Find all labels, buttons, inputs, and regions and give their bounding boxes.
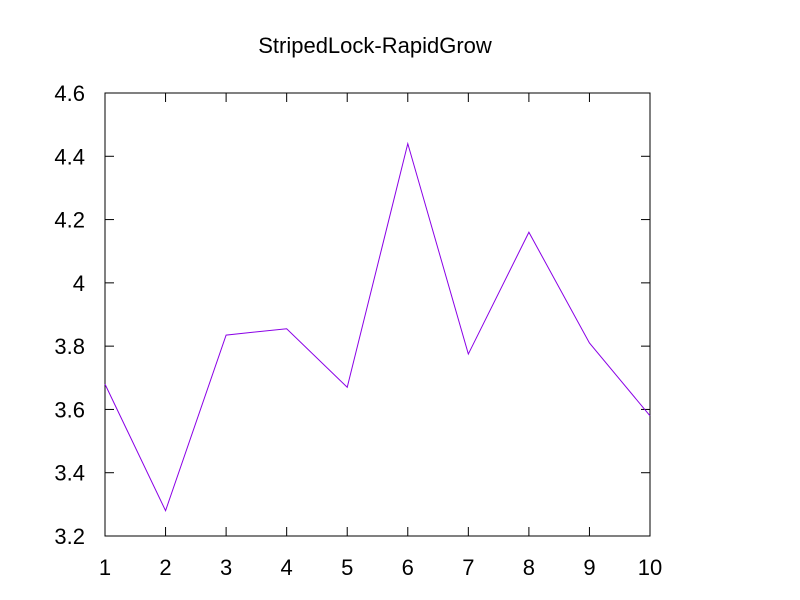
y-tick-label: 3.6	[54, 397, 85, 422]
x-axis: 1 2 3 4 5 6 7 8 9 10	[99, 93, 662, 580]
x-tick-label: 4	[281, 555, 293, 580]
y-tick-label: 4.6	[54, 81, 85, 106]
y-tick-label: 3.8	[54, 334, 85, 359]
x-tick-label: 7	[462, 555, 474, 580]
x-tick-label: 3	[220, 555, 232, 580]
series-line-0	[104, 141, 651, 513]
x-tick-label: 8	[523, 555, 535, 580]
y-tick-label: 4.4	[54, 144, 85, 169]
y-tick-label: 4	[73, 271, 85, 296]
x-tick-label: 5	[341, 555, 353, 580]
plot-frame	[104, 92, 651, 537]
x-tick-label: 6	[402, 555, 414, 580]
x-tick-label: 1	[99, 555, 111, 580]
y-axis: 3.2 3.4 3.6 3.8 4 4.2 4.4 4.6	[54, 81, 650, 549]
x-tick-label: 10	[638, 555, 662, 580]
x-tick-label: 2	[159, 555, 171, 580]
y-tick-label: 3.2	[54, 524, 85, 549]
chart-title: StripedLock-RapidGrow	[258, 33, 492, 58]
series-group	[104, 141, 651, 513]
y-tick-label: 3.4	[54, 461, 85, 486]
x-tick-label: 9	[583, 555, 595, 580]
y-tick-label: 4.2	[54, 208, 85, 233]
